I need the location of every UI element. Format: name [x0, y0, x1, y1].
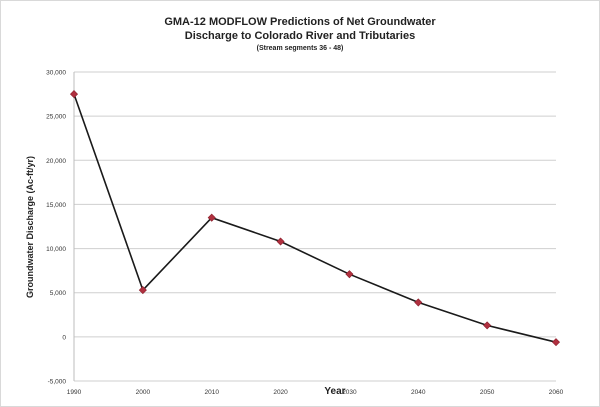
chart-title-line-1: GMA-12 MODFLOW Predictions of Net Ground…: [164, 16, 436, 28]
y-tick-label: 5,000: [50, 290, 67, 297]
data-point-marker: [345, 270, 354, 279]
chart-subtitle: (Stream segments 36 - 48): [256, 45, 344, 52]
data-point-marker: [207, 213, 216, 222]
x-tick-label: 2060: [549, 389, 564, 396]
y-tick-label: -5,000: [48, 379, 67, 386]
gridlines: [73, 71, 556, 382]
data-point-marker: [138, 286, 147, 295]
x-tick-label: 2050: [480, 389, 495, 396]
x-tick-label: 2000: [136, 389, 151, 396]
y-tick-label: 30,000: [46, 70, 66, 77]
y-tick-label: 25,000: [46, 114, 66, 121]
data-point-marker: [414, 298, 423, 307]
x-axis-label: Year: [324, 386, 345, 397]
series-line: [73, 93, 557, 343]
data-point-marker: [69, 90, 79, 99]
x-tick-labels: 1990 2000 2010 2020 2030 2040 2050 2060: [67, 389, 564, 396]
x-tick-label: 2030: [342, 389, 357, 396]
y-axis-label: Groundwater Discharge (Ac-ft/yr): [25, 156, 35, 298]
x-tick-label: 1990: [67, 389, 82, 396]
x-tick-label: 2040: [411, 389, 426, 396]
y-tick-label: 15,000: [46, 202, 66, 209]
x-tick-label: 2020: [273, 389, 288, 396]
chart-title-line-2: Discharge to Colorado River and Tributar…: [184, 30, 416, 42]
data-point-marker: [551, 338, 561, 347]
series-discharge: [69, 90, 561, 347]
data-point-marker: [483, 321, 492, 330]
y-tick-label: 20,000: [46, 158, 66, 165]
data-point-marker: [276, 237, 285, 246]
x-tick-label: 2010: [204, 389, 219, 396]
y-tick-labels: -5,000 0 5,000 10,000 15,000 20,000 25,000 30,0…: [46, 70, 66, 386]
y-tick-label: 10,000: [46, 246, 66, 253]
y-tick-label: 0: [62, 334, 66, 341]
